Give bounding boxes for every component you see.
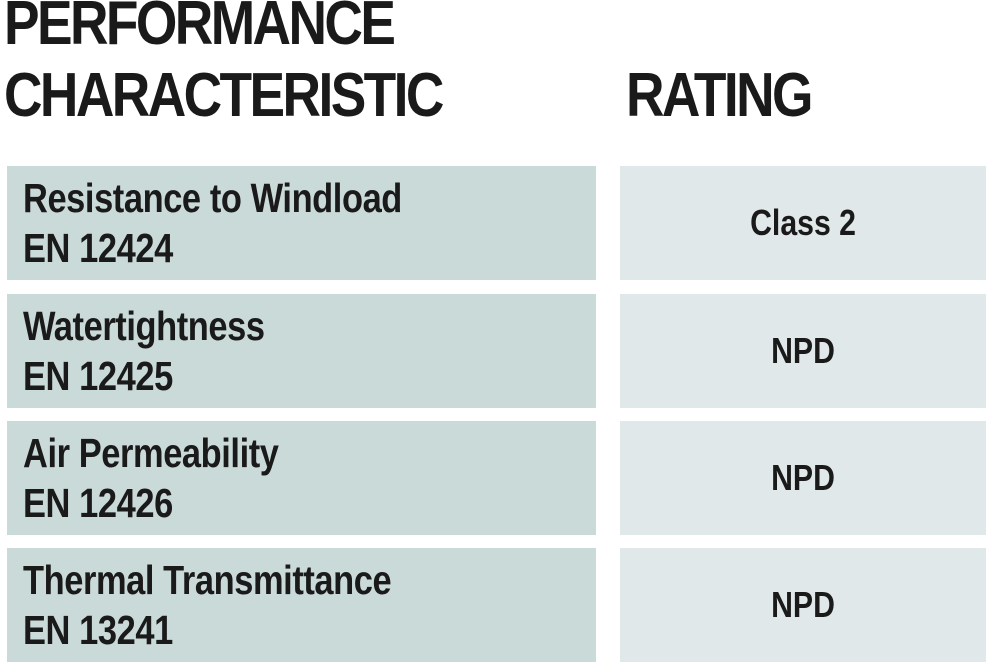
- rating-cell-air-permeability: NPD: [620, 421, 986, 535]
- rating-value: Class 2: [750, 202, 856, 243]
- characteristic-standard: EN 12426: [23, 480, 173, 526]
- characteristic-standard: EN 12424: [23, 225, 173, 271]
- heading-line-performance: PERFORMANCE: [4, 0, 396, 58]
- rating-value: NPD: [771, 330, 835, 371]
- rating-cell-windload: Class 2: [620, 166, 986, 280]
- rating-value: NPD: [771, 457, 835, 498]
- characteristic-cell-windload: Resistance to Windload EN 12424: [7, 166, 596, 280]
- characteristic-name: Resistance to Windload: [23, 175, 402, 221]
- performance-characteristic-heading: PERFORMANCE CHARACTERISTIC: [4, 0, 444, 132]
- heading-line-characteristic: CHARACTERISTIC: [4, 61, 444, 130]
- rating-cell-thermal-transmittance: NPD: [620, 548, 986, 662]
- characteristic-standard: EN 13241: [23, 607, 173, 653]
- characteristic-standard: EN 12425: [23, 353, 173, 399]
- characteristic-cell-watertightness: Watertightness EN 12425: [7, 294, 596, 408]
- rating-heading: RATING: [626, 61, 814, 130]
- characteristic-name: Watertightness: [23, 303, 265, 349]
- characteristic-cell-air-permeability: Air Permeability EN 12426: [7, 421, 596, 535]
- rating-value: NPD: [771, 584, 835, 625]
- rating-cell-watertightness: NPD: [620, 294, 986, 408]
- characteristic-name: Thermal Transmittance: [23, 557, 392, 603]
- characteristic-name: Air Permeability: [23, 430, 279, 476]
- characteristic-cell-thermal-transmittance: Thermal Transmittance EN 13241: [7, 548, 596, 662]
